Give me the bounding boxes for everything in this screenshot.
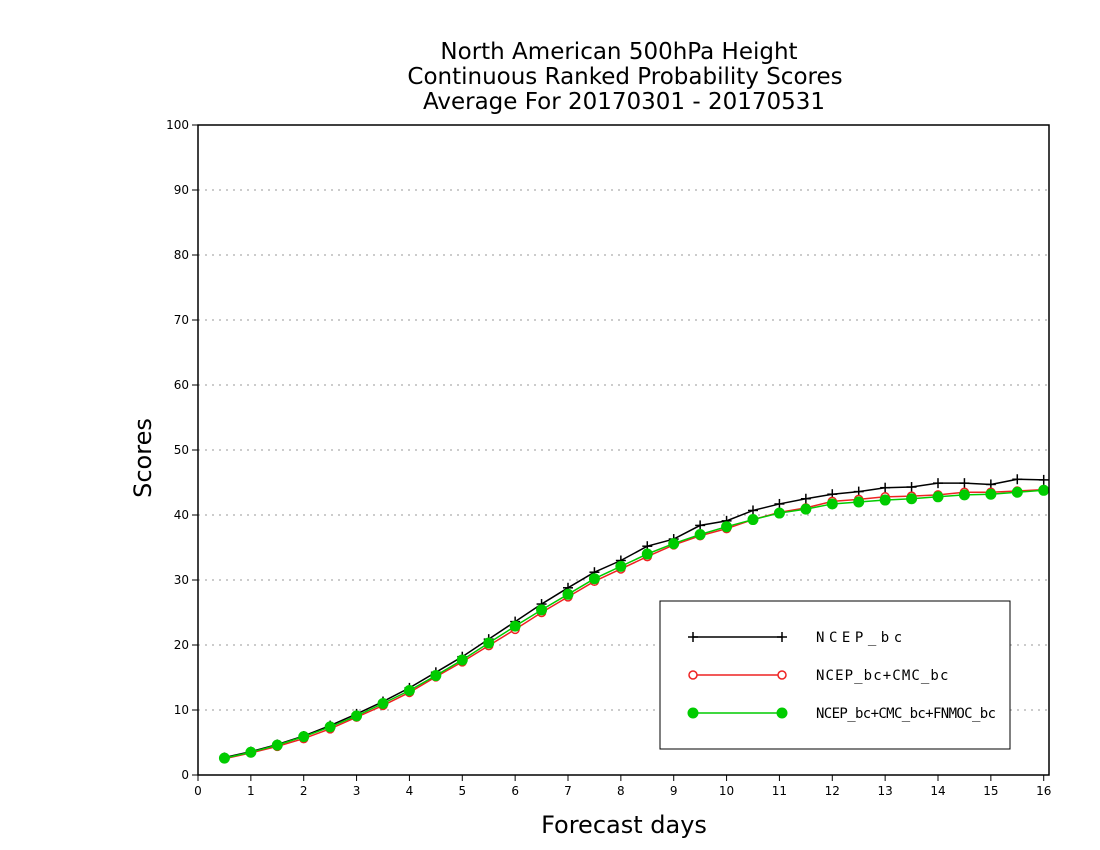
chart-title-line-3: Average For 20170301 - 20170531 [423, 89, 825, 115]
x-tick-label: 15 [983, 784, 998, 798]
chart-title-line-2: Continuous Ranked Probability Scores [407, 64, 842, 90]
x-tick-label: 4 [406, 784, 414, 798]
data-point [959, 478, 970, 489]
data-point [245, 746, 257, 758]
data-point [271, 739, 283, 751]
x-tick-label: 6 [511, 784, 519, 798]
data-point [826, 498, 838, 510]
x-tick-label: 2 [300, 784, 308, 798]
data-point [721, 521, 733, 533]
data-point [774, 498, 785, 509]
chart-title-line-1: North American 500hPa Height [440, 39, 797, 65]
data-point [430, 670, 442, 682]
data-point [932, 491, 944, 503]
legend-entry: NCEP_bc+CMC_bc [688, 668, 948, 684]
data-point [456, 654, 468, 666]
x-tick-label: 1 [247, 784, 255, 798]
data-point [747, 514, 759, 526]
data-point [536, 604, 548, 616]
data-point [906, 482, 917, 493]
data-point [1038, 484, 1050, 496]
legend-swatch-marker [777, 632, 787, 642]
x-tick-label: 12 [825, 784, 840, 798]
y-tick-label: 30 [174, 573, 189, 587]
plot-frame [197, 124, 1050, 776]
data-point [880, 482, 891, 493]
data-point [1011, 486, 1023, 498]
legend-swatch-marker [688, 632, 698, 642]
y-tick-label: 80 [174, 248, 189, 262]
legend-swatch-marker [777, 670, 787, 680]
y-tick-label: 40 [174, 508, 189, 522]
data-point [324, 721, 336, 733]
y-axis-label: Scores [129, 418, 157, 498]
data-point [403, 685, 415, 696]
data-point [933, 478, 943, 489]
data-point [879, 494, 891, 506]
x-tick-label: 14 [930, 784, 945, 798]
data-point [958, 489, 970, 501]
x-tick-label: 11 [772, 784, 787, 798]
data-point [668, 538, 680, 550]
x-tick-label: 13 [878, 784, 893, 798]
legend-swatch-marker [687, 707, 699, 719]
y-tick-label: 70 [174, 313, 189, 327]
plot-area [218, 474, 1050, 764]
y-tick-label: 100 [166, 118, 189, 132]
y-tick-label: 20 [174, 638, 189, 652]
data-point [748, 505, 758, 516]
legend-label: NCEP_bc+CMC_bc+FNMOC_bc [816, 706, 996, 722]
data-point [641, 548, 653, 560]
data-point [906, 493, 918, 505]
x-tick-label: 10 [719, 784, 734, 798]
data-point [218, 752, 230, 764]
data-point [985, 488, 997, 500]
data-point [695, 520, 706, 531]
data-point [377, 698, 389, 709]
legend: NCEP_bcNCEP_bc+CMC_bcNCEP_bc+CMC_bc+FNMO… [659, 600, 1011, 750]
series-2 [218, 484, 1050, 764]
x-tick-label: 0 [194, 784, 202, 798]
data-point [298, 731, 310, 743]
data-point [694, 529, 706, 540]
legend-label: NCEP_bc+CMC_bc [816, 668, 948, 684]
data-point [483, 637, 495, 649]
data-point [351, 710, 363, 722]
data-point [509, 620, 521, 632]
data-point [853, 496, 865, 508]
data-point [588, 573, 600, 585]
grid-lines [198, 189, 1049, 711]
x-tick-label: 5 [458, 784, 466, 798]
legend-swatch-marker [688, 670, 698, 680]
data-point [615, 560, 627, 572]
y-tick-label: 50 [174, 443, 189, 457]
data-point [1038, 474, 1049, 485]
data-point [800, 503, 812, 515]
y-tick-label: 90 [174, 183, 189, 197]
data-point [1012, 474, 1023, 485]
x-axis-label: Forecast days [541, 811, 707, 839]
data-point [800, 493, 811, 504]
y-tick-label: 60 [174, 378, 189, 392]
x-tick-label: 9 [670, 784, 678, 798]
data-point [562, 588, 574, 600]
x-tick-label: 8 [617, 784, 625, 798]
y-tick-label: 10 [174, 703, 189, 717]
x-tick-label: 7 [564, 784, 572, 798]
legend-swatch-marker [776, 707, 788, 719]
x-tick-label: 16 [1036, 784, 1051, 798]
y-tick-label: 0 [181, 768, 189, 782]
legend-entry: NCEP_bc+CMC_bc+FNMOC_bc [687, 706, 996, 722]
data-point [773, 507, 785, 519]
x-tick-label: 3 [353, 784, 361, 798]
